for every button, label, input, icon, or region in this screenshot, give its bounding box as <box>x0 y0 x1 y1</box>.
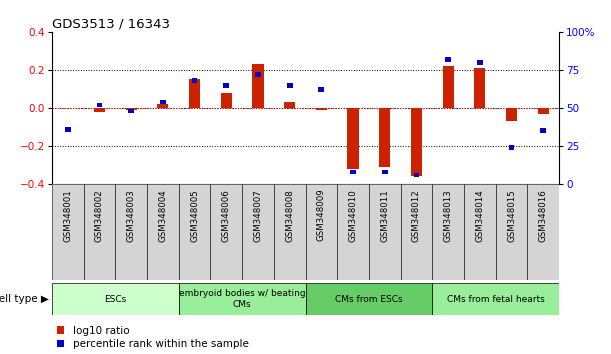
Bar <box>382 170 387 174</box>
Bar <box>411 108 422 177</box>
Text: GSM348011: GSM348011 <box>380 189 389 242</box>
Bar <box>128 109 134 113</box>
Text: GSM348006: GSM348006 <box>222 189 231 242</box>
Bar <box>369 184 401 280</box>
Bar <box>337 184 369 280</box>
Text: GSM348010: GSM348010 <box>348 189 357 242</box>
Bar <box>157 104 169 108</box>
Bar <box>126 108 137 110</box>
Text: cell type ▶: cell type ▶ <box>0 294 49 304</box>
Bar <box>509 145 514 150</box>
Text: GSM348008: GSM348008 <box>285 189 294 242</box>
Text: GSM348016: GSM348016 <box>539 189 547 242</box>
Text: GSM348009: GSM348009 <box>317 189 326 241</box>
Bar <box>379 108 390 167</box>
Text: CMs from ESCs: CMs from ESCs <box>335 295 403 304</box>
Text: GSM348012: GSM348012 <box>412 189 421 242</box>
Bar <box>433 283 559 315</box>
Bar <box>433 184 464 280</box>
Bar <box>84 184 115 280</box>
Bar <box>255 72 261 77</box>
Text: GDS3513 / 16343: GDS3513 / 16343 <box>52 18 170 31</box>
Bar <box>401 184 433 280</box>
Bar <box>160 99 166 104</box>
Text: GSM348015: GSM348015 <box>507 189 516 242</box>
Bar <box>527 184 559 280</box>
Bar <box>506 108 517 121</box>
Bar <box>94 108 105 112</box>
Text: GSM348001: GSM348001 <box>64 189 72 242</box>
Bar <box>224 83 229 87</box>
Legend: log10 ratio, percentile rank within the sample: log10 ratio, percentile rank within the … <box>57 326 249 349</box>
Text: ESCs: ESCs <box>104 295 126 304</box>
Bar <box>274 184 306 280</box>
Bar <box>414 172 419 177</box>
Bar <box>97 103 102 107</box>
Bar <box>316 108 327 110</box>
Bar <box>538 108 549 114</box>
Bar <box>52 283 179 315</box>
Bar <box>496 184 527 280</box>
Text: GSM348007: GSM348007 <box>254 189 263 242</box>
Bar <box>179 184 210 280</box>
Bar <box>252 64 263 108</box>
Bar <box>221 93 232 108</box>
Text: GSM348013: GSM348013 <box>444 189 453 242</box>
Bar <box>189 79 200 108</box>
Bar <box>464 184 496 280</box>
Bar <box>115 184 147 280</box>
Bar <box>477 60 483 65</box>
Text: GSM348002: GSM348002 <box>95 189 104 242</box>
Bar <box>179 283 306 315</box>
Bar <box>540 129 546 133</box>
Text: GSM348004: GSM348004 <box>158 189 167 242</box>
Bar <box>348 108 359 169</box>
Bar <box>442 66 454 108</box>
Bar <box>287 83 293 87</box>
Bar <box>474 68 485 108</box>
Bar <box>445 57 451 62</box>
Bar <box>306 283 433 315</box>
Bar <box>52 184 84 280</box>
Text: CMs from fetal hearts: CMs from fetal hearts <box>447 295 544 304</box>
Bar <box>242 184 274 280</box>
Bar <box>147 184 179 280</box>
Bar <box>318 87 324 92</box>
Bar <box>65 127 71 132</box>
Bar <box>306 184 337 280</box>
Text: GSM348003: GSM348003 <box>126 189 136 242</box>
Text: GSM348005: GSM348005 <box>190 189 199 242</box>
Text: GSM348014: GSM348014 <box>475 189 485 242</box>
Bar <box>350 170 356 174</box>
Bar <box>192 78 197 83</box>
Bar <box>284 102 295 108</box>
Text: embryoid bodies w/ beating
CMs: embryoid bodies w/ beating CMs <box>179 290 306 309</box>
Bar <box>210 184 242 280</box>
